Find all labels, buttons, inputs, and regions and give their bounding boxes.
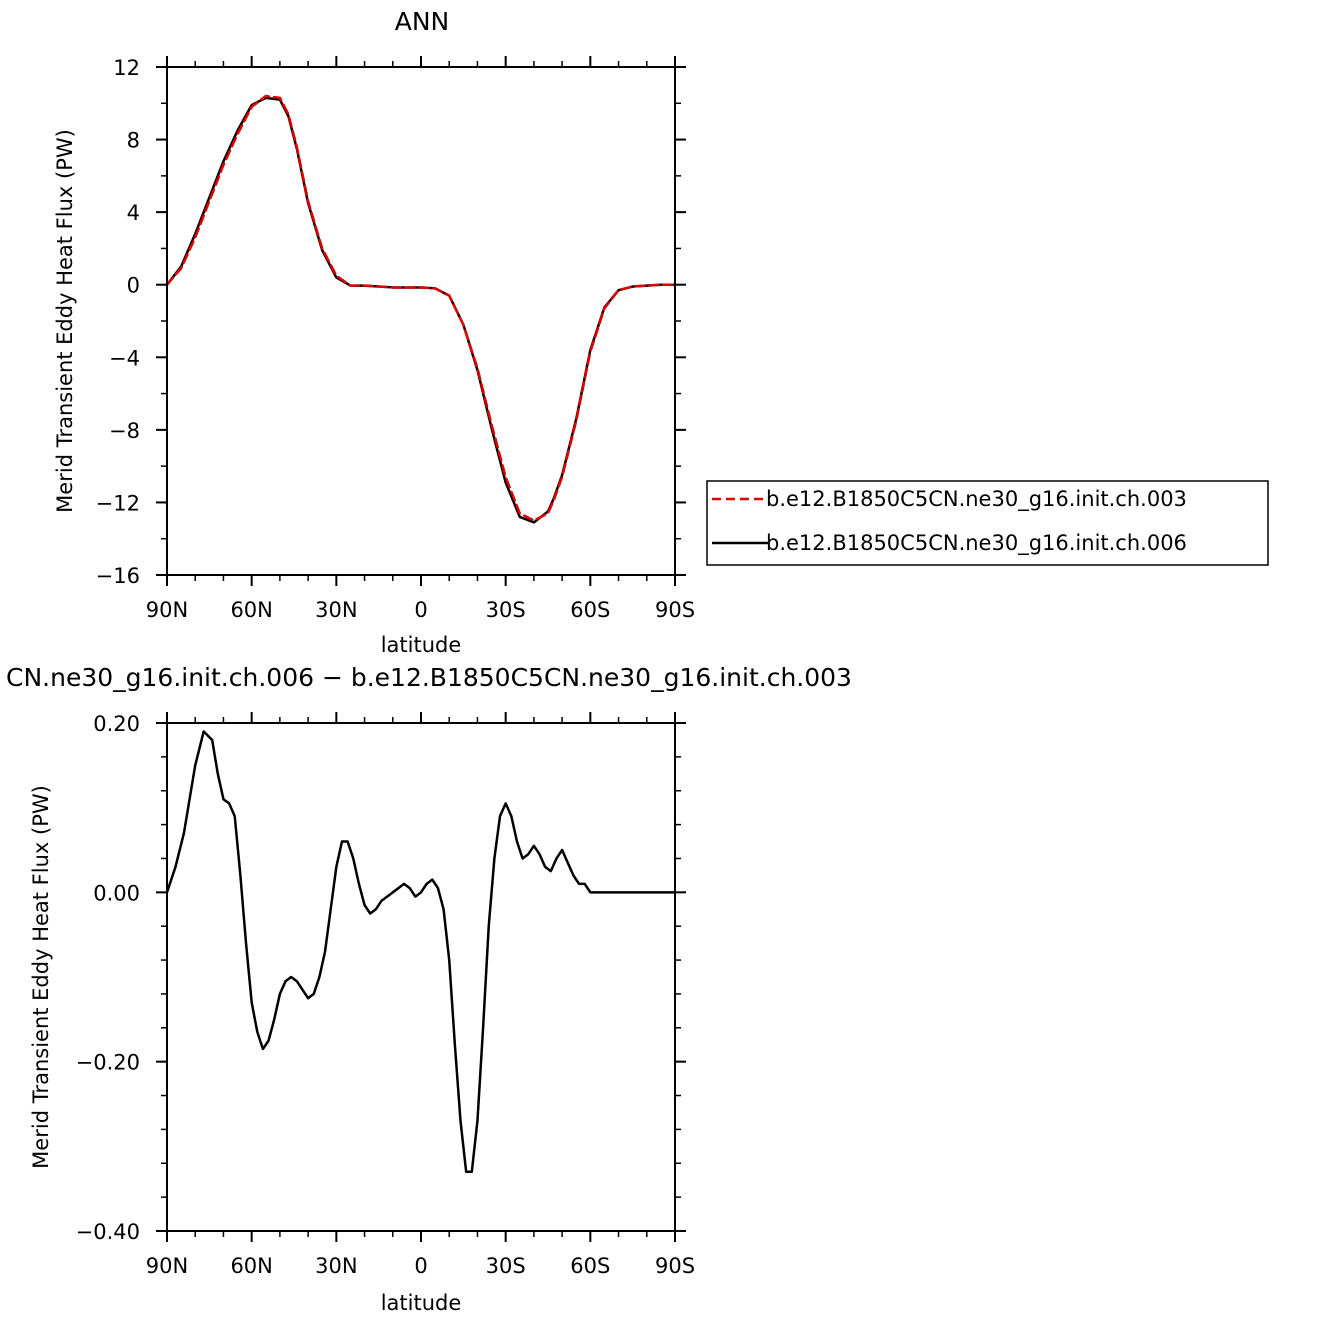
top-x-tick-label: 90S xyxy=(655,598,695,622)
bottom-panel-title: CN.ne30_g16.init.ch.006 − b.e12.B1850C5C… xyxy=(6,663,852,692)
top-x-tick-label: 0 xyxy=(414,598,427,622)
top-series-line-0 xyxy=(165,94,677,522)
bottom-x-tick-label: 60N xyxy=(230,1254,272,1278)
top-panel-title: ANN xyxy=(395,7,450,36)
top-y-tick-label: 4 xyxy=(127,201,140,225)
bottom-y-tick-label: −0.20 xyxy=(76,1051,140,1075)
top-y-tick-label: −4 xyxy=(109,346,140,370)
top-x-axis-label: latitude xyxy=(381,633,462,657)
bottom-y-tick-label: 0.00 xyxy=(93,881,140,905)
bottom-x-axis-label: latitude xyxy=(381,1291,462,1315)
top-x-tick-label: 60S xyxy=(570,598,610,622)
legend-label-006: b.e12.B1850C5CN.ne30_g16.init.ch.006 xyxy=(766,531,1187,556)
bottom-x-tick-label: 0 xyxy=(414,1254,427,1278)
top-y-tick-label: 8 xyxy=(127,129,140,153)
top-y-tick-label: 12 xyxy=(113,56,140,80)
bottom-series-line-0 xyxy=(165,730,677,1173)
top-y-axis-label: Merid Transient Eddy Heat Flux (PW) xyxy=(53,129,77,513)
bottom-x-tick-label: 90N xyxy=(146,1254,188,1278)
bottom-y-tick-label: −0.40 xyxy=(76,1220,140,1244)
top-y-tick-label: −8 xyxy=(109,419,140,443)
bottom-x-tick-label: 30N xyxy=(315,1254,357,1278)
top-x-tick-label: 60N xyxy=(230,598,272,622)
bottom-x-tick-label: 60S xyxy=(570,1254,610,1278)
bottom-y-axis-label: Merid Transient Eddy Heat Flux (PW) xyxy=(29,785,53,1169)
top-y-tick-label: 0 xyxy=(127,274,140,298)
top-x-tick-label: 30N xyxy=(315,598,357,622)
bottom-x-tick-label: 90S xyxy=(655,1254,695,1278)
bottom-plot-frame xyxy=(166,722,676,1232)
legend-box xyxy=(706,480,1269,566)
legend-label-003: b.e12.B1850C5CN.ne30_g16.init.ch.003 xyxy=(766,487,1187,512)
bottom-x-tick-label: 30S xyxy=(486,1254,526,1278)
top-x-tick-label: 30S xyxy=(486,598,526,622)
bottom-y-tick-label: 0.20 xyxy=(93,712,140,736)
top-series-line-1 xyxy=(165,96,677,524)
top-x-tick-label: 90N xyxy=(146,598,188,622)
top-y-tick-label: −12 xyxy=(96,491,140,515)
legend: b.e12.B1850C5CN.ne30_g16.init.ch.003 b.e… xyxy=(706,480,1269,566)
bottom-panel: CN.ne30_g16.init.ch.006 − b.e12.B1850C5C… xyxy=(6,663,852,1315)
top-y-tick-label: −16 xyxy=(96,564,140,588)
